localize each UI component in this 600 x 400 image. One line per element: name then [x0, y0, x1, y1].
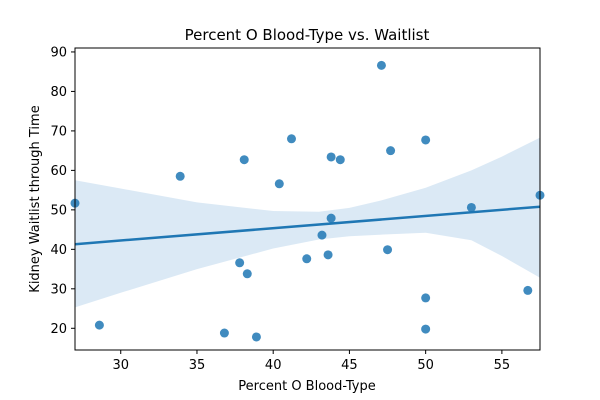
- data-point: [94, 320, 104, 330]
- data-point: [326, 213, 336, 223]
- data-point: [242, 269, 252, 279]
- data-point: [466, 202, 476, 212]
- regression-line: [74, 205, 541, 246]
- data-point: [239, 155, 249, 165]
- y-axis-label: Kidney Waitlist through Time: [28, 105, 43, 292]
- y-tick-label: 80: [50, 85, 67, 100]
- axes-frame: [74, 47, 541, 351]
- data-point: [175, 171, 185, 181]
- chart-title: Percent O Blood-Type vs. Waitlist: [185, 26, 430, 44]
- x-axis: 30 35 40 45 50 55: [112, 350, 510, 373]
- data-point: [523, 285, 533, 295]
- data-point: [376, 60, 386, 70]
- data-point: [421, 324, 431, 334]
- y-axis: 20 30 40 50 60 70 80 90: [50, 45, 75, 337]
- data-point: [274, 179, 284, 189]
- data-point: [317, 230, 327, 240]
- data-point: [421, 293, 431, 303]
- data-point: [219, 328, 229, 338]
- data-point: [323, 250, 333, 260]
- data-point: [386, 146, 396, 156]
- data-point: [335, 155, 345, 165]
- y-tick-label: 40: [50, 243, 67, 258]
- x-tick-label: 35: [189, 358, 206, 373]
- y-tick-label: 30: [50, 282, 67, 297]
- x-tick-label: 30: [112, 358, 129, 373]
- y-tick-label: 20: [50, 322, 67, 337]
- y-tick-label: 60: [50, 164, 67, 179]
- y-tick-label: 90: [50, 45, 67, 60]
- confidence-band: [75, 137, 540, 308]
- data-point: [286, 134, 296, 144]
- y-tick-label: 50: [50, 203, 67, 218]
- data-point: [421, 135, 431, 145]
- x-tick-label: 40: [265, 358, 282, 373]
- plot-area: [70, 60, 545, 342]
- x-axis-label: Percent O Blood-Type: [238, 379, 375, 394]
- x-tick-label: 45: [341, 358, 358, 373]
- data-point: [326, 152, 336, 162]
- data-point: [235, 258, 245, 268]
- data-points: [70, 60, 545, 342]
- x-tick-label: 50: [417, 358, 434, 373]
- data-point: [302, 254, 312, 264]
- data-point: [251, 332, 261, 342]
- x-tick-label: 55: [494, 358, 511, 373]
- y-tick-label: 70: [50, 124, 67, 139]
- data-point: [383, 245, 393, 255]
